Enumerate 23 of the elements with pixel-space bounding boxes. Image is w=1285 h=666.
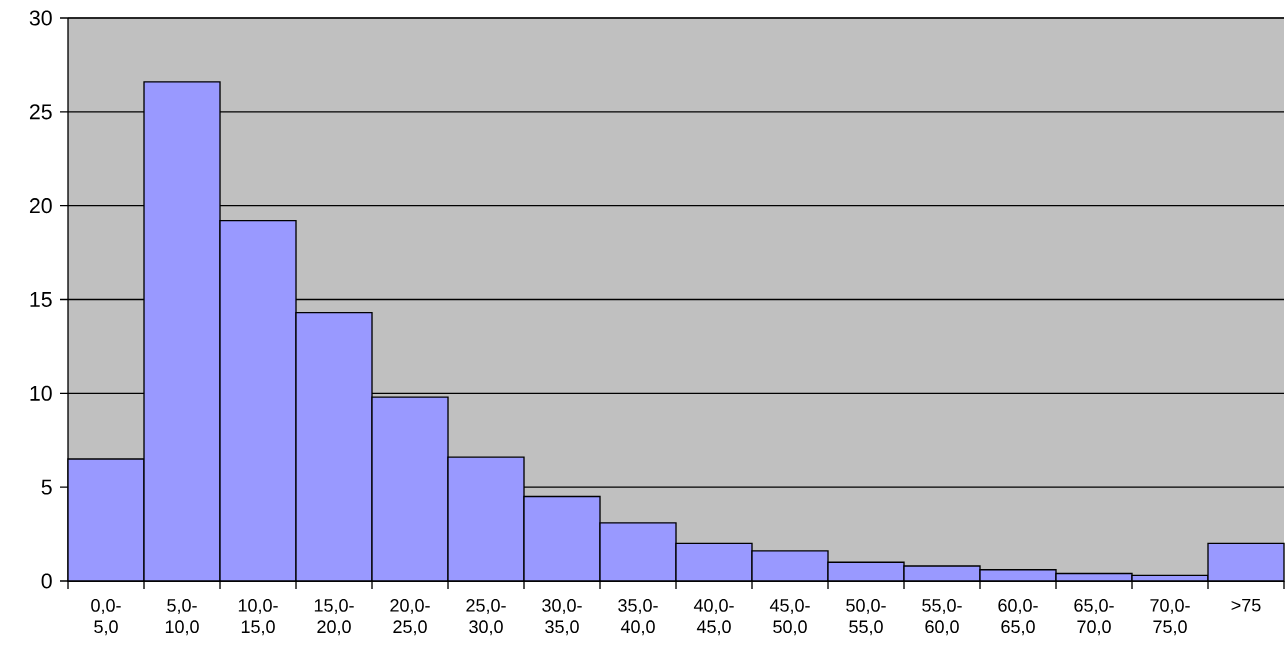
x-tick-label: >75 (1231, 599, 1261, 612)
x-tick-label: 15,0-20,0 (314, 599, 354, 636)
x-tick-label: 35,0-40,0 (618, 599, 658, 636)
y-tick-label: 30 (29, 10, 52, 26)
x-tick-label: 25,0-30,0 (466, 599, 506, 636)
x-tick-label: 55,0-60,0 (922, 599, 962, 636)
y-tick-label: 25 (29, 104, 52, 120)
x-tick-label: 45,0-50,0 (769, 599, 810, 636)
x-tick-label: 0,0-5,0 (91, 599, 121, 636)
y-tick-label: 10 (30, 385, 52, 401)
y-tick-label: 15 (30, 292, 52, 307)
x-tick-label: 70,0-75,0 (1150, 599, 1190, 636)
x-tick-label: 60,0-65,0 (998, 599, 1038, 636)
x-tick-label: 30,0-35,0 (542, 599, 582, 636)
x-tick-label: 50,0-55,0 (846, 599, 886, 636)
x-tick-label: 65,0-70,0 (1074, 599, 1114, 636)
y-tick-label: 0 (41, 573, 52, 589)
x-tick-label: 5,0-10,0 (165, 599, 199, 636)
x-tick-label: 20,0-25,0 (390, 599, 430, 636)
y-tick-label: 5 (41, 479, 52, 495)
x-tick-label: 40,0-45,0 (693, 599, 734, 636)
x-tick-label: 10,0-15,0 (238, 599, 278, 636)
y-tick-label: 20 (29, 198, 52, 214)
